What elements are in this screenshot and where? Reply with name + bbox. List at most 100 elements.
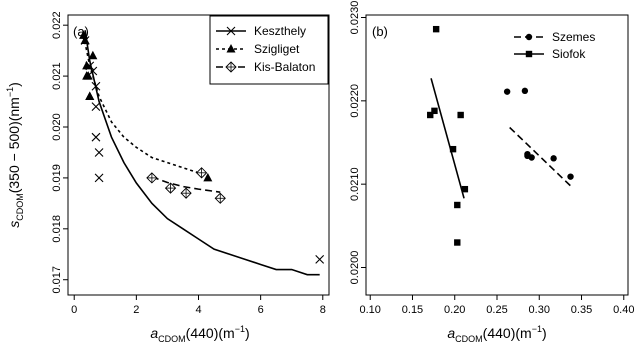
panel-a-y-ticks: 0.017 0.018 0.019 0.020 0.021 0.022 [51, 11, 68, 293]
y-tick-label: 0.021 [51, 62, 63, 90]
panel-b-xlabel-rest: (440)(m [483, 325, 532, 341]
data-point-szigliget [88, 50, 98, 60]
x-tick-label: 0.15 [402, 304, 423, 316]
data-point-keszthely [91, 81, 101, 91]
panel-a-ylabel-sup: −1 [5, 87, 15, 97]
x-tick-label: 8 [320, 304, 326, 316]
x-tick-label: 0.25 [486, 304, 507, 316]
data-point-siofok [454, 201, 461, 209]
panel-a-ylabel-rest: (350 − 500)(nm [6, 97, 22, 193]
panel-b-y-ticks: 0.0200 0.0210 0.0220 0.0230 [349, 1, 366, 285]
panel-a-ylabel-main: s [6, 221, 22, 228]
fit-line-siofok [430, 78, 465, 199]
data-point-kis-balaton [214, 192, 226, 204]
panel-a-x-axis-label: aCDOM(440)(m−1) [150, 324, 249, 344]
fit-line-szigliget [82, 35, 209, 179]
data-point-szigliget [203, 172, 213, 182]
panel-b-fit-lines [430, 78, 572, 199]
legend-marker-keszthely [226, 26, 236, 36]
y-tick-label: 0.0200 [349, 251, 361, 285]
data-point-szigliget [83, 71, 93, 80]
legend-marker-szemes [525, 33, 533, 41]
panel-a-fit-lines [82, 30, 320, 276]
data-point-siofok [461, 185, 469, 193]
data-point-kis-balaton [146, 172, 158, 184]
data-point-kis-balaton [164, 182, 177, 194]
data-point-szemes [550, 155, 557, 162]
y-tick-label: 0.018 [51, 215, 63, 243]
panel-b-frame [365, 14, 629, 296]
data-point-siofok [457, 111, 464, 119]
data-point-szemes [521, 87, 529, 95]
x-tick-label: 2 [133, 304, 139, 316]
legend-label-kis-balaton: Kis-Balaton [254, 60, 315, 74]
y-tick-label: 0.0220 [349, 84, 361, 118]
panel-a-xlabel-sup: −1 [235, 324, 245, 334]
data-point-keszthely [91, 132, 101, 142]
panel-b-label: (b) [372, 24, 388, 39]
x-tick-label: 0.40 [613, 304, 634, 316]
fit-line-szemes [509, 126, 572, 187]
panel-b-xlabel-sub: CDOM [455, 334, 483, 344]
data-point-siofok [449, 145, 457, 153]
panel-a-legend-box [209, 15, 329, 85]
legend-label-siofok: Siofok [552, 47, 586, 61]
panel-a-ylabel-sub: CDOM [15, 193, 25, 221]
data-point-szigliget [79, 30, 89, 39]
legend-label-szemes: Szemes [552, 30, 595, 44]
y-tick-label: 0.0230 [349, 1, 361, 35]
data-point-szigliget [85, 91, 95, 100]
x-tick-label: 0.35 [571, 304, 592, 316]
data-point-szemes [503, 88, 511, 95]
y-tick-label: 0.019 [51, 164, 63, 192]
legend-label-szigliget: Szigliget [254, 42, 300, 56]
data-point-kis-balaton [180, 187, 192, 199]
x-tick-label: 0.10 [360, 304, 381, 316]
legend-marker-kis-balaton [225, 61, 237, 73]
x-tick-label: 0.30 [529, 304, 550, 316]
panel-b-x-axis-label: aCDOM(440)(m−1) [447, 324, 546, 344]
panel-a-xlabel-rest: (440)(m [186, 325, 235, 341]
data-point-siofok [432, 25, 440, 33]
panel-b: (b) 0.10 0.15 0.20 0.25 0.30 0.35 0.40 0.02000… [349, 1, 634, 344]
data-point-keszthely [91, 102, 101, 112]
legend-label-keszthely: Keszthely [254, 24, 306, 38]
panel-b-legend: Szemes Siofok [514, 30, 595, 61]
data-point-siofok [427, 111, 434, 119]
panel-a-frame [67, 14, 330, 296]
panel-b-x-ticks: 0.10 0.15 0.20 0.25 0.30 0.35 0.40 [360, 295, 634, 316]
legend-marker-siofok [525, 50, 533, 58]
panel-a-ylabel-end: ) [6, 82, 22, 87]
panel-b-xlabel-sup: −1 [532, 324, 542, 334]
data-point-keszthely [315, 254, 325, 264]
y-tick-label: 0.0210 [349, 167, 361, 201]
legend-marker-szigliget [226, 44, 236, 53]
x-tick-label: 0.20 [444, 304, 465, 316]
panel-a-xlabel-main: a [150, 325, 158, 341]
y-tick-label: 0.017 [51, 266, 63, 294]
data-point-szemes [528, 154, 535, 161]
data-point-keszthely [94, 173, 104, 183]
panel-a-points [79, 30, 325, 264]
x-tick-label: 4 [195, 304, 201, 316]
panel-a-y-axis-label: sCDOM(350 − 500)(nm−1) [5, 82, 25, 228]
fit-line-kis-balaton [151, 176, 221, 193]
panel-b-xlabel-main: a [447, 325, 455, 341]
x-tick-label: 6 [258, 304, 264, 316]
y-tick-label: 0.022 [51, 11, 63, 39]
data-point-szigliget [80, 35, 90, 44]
data-point-keszthely [94, 148, 104, 157]
panel-b-xlabel-end: ) [542, 325, 547, 341]
data-point-kis-balaton [195, 167, 208, 179]
panel-a-x-ticks: 0 2 4 6 8 [71, 295, 326, 316]
data-point-szigliget [82, 60, 92, 70]
panel-a-legend: Keszthely Szigliget Kis-Balaton [209, 15, 329, 85]
data-point-siofok [454, 239, 461, 246]
y-tick-label: 0.020 [51, 113, 63, 141]
data-point-siofok [431, 107, 438, 115]
panel-a-xlabel-sub: CDOM [158, 334, 186, 344]
panel-a-xlabel-end: ) [245, 325, 250, 341]
panel-b-points [427, 25, 574, 246]
fit-line-keszthely [84, 30, 320, 276]
